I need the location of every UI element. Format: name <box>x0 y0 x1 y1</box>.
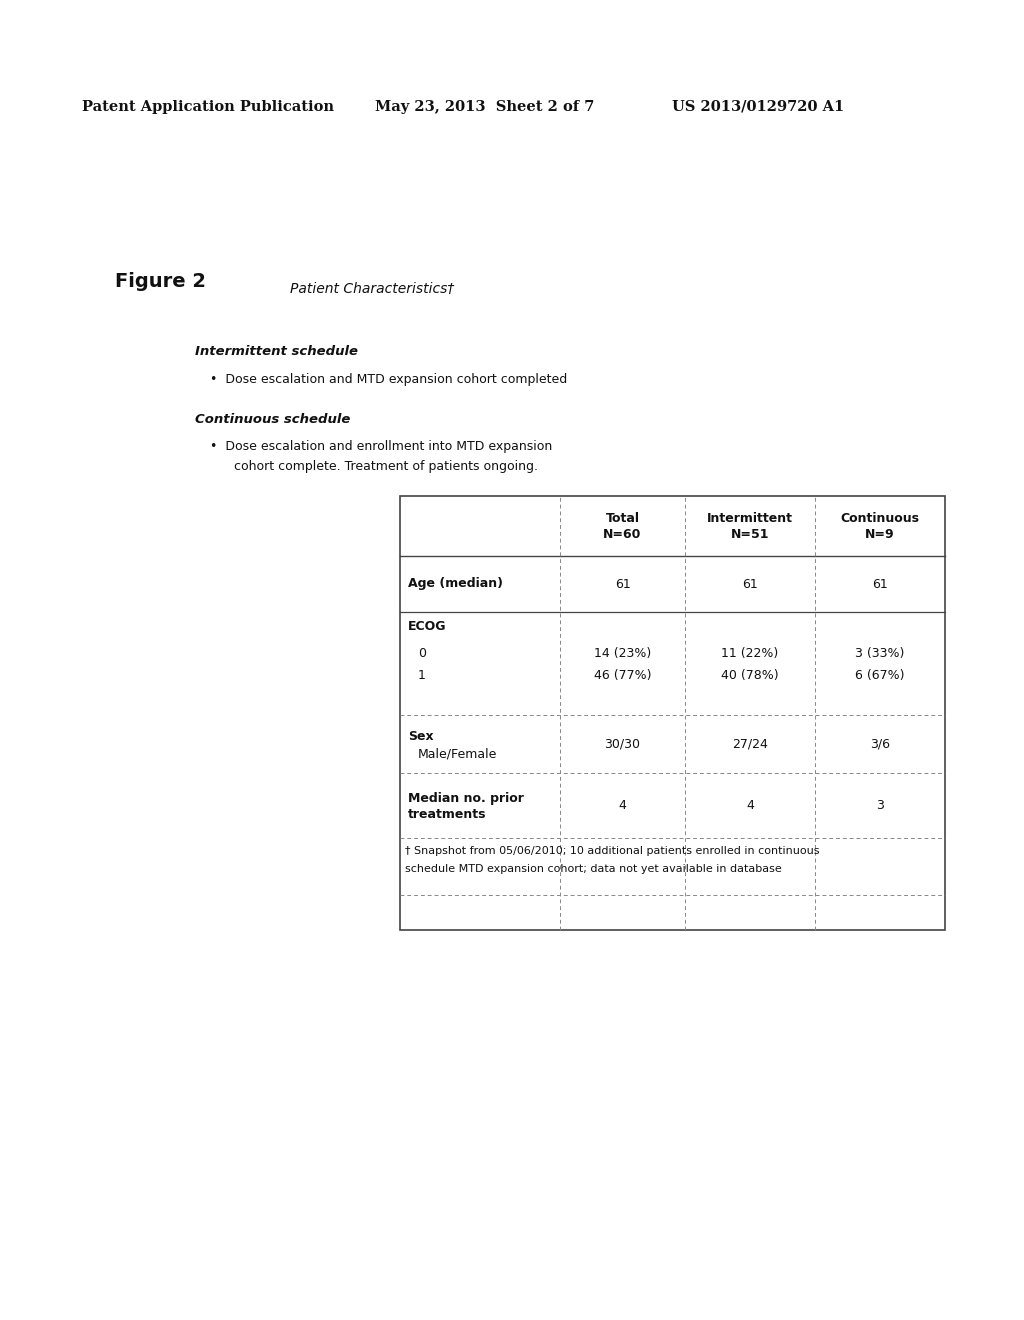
Text: Age (median): Age (median) <box>408 578 503 590</box>
Bar <box>400 496 945 931</box>
Text: Median no. prior: Median no. prior <box>408 792 524 805</box>
Text: •  Dose escalation and enrollment into MTD expansion: • Dose escalation and enrollment into MT… <box>210 440 552 453</box>
Text: •  Dose escalation and MTD expansion cohort completed: • Dose escalation and MTD expansion coho… <box>210 374 567 385</box>
Text: 11 (22%): 11 (22%) <box>721 647 778 660</box>
Text: ECOG: ECOG <box>408 619 446 632</box>
Text: 3/6: 3/6 <box>870 738 890 751</box>
Text: Sex: Sex <box>408 730 433 742</box>
Text: Patient Characteristics†: Patient Characteristics† <box>290 282 455 296</box>
Text: 4: 4 <box>746 799 754 812</box>
Text: N=51: N=51 <box>731 528 769 540</box>
Text: 30/30: 30/30 <box>604 738 640 751</box>
Text: 3 (33%): 3 (33%) <box>855 647 904 660</box>
Text: Figure 2: Figure 2 <box>115 272 206 290</box>
Text: Continuous schedule: Continuous schedule <box>195 413 350 426</box>
Text: cohort complete. Treatment of patients ongoing.: cohort complete. Treatment of patients o… <box>222 459 538 473</box>
Text: May 23, 2013  Sheet 2 of 7: May 23, 2013 Sheet 2 of 7 <box>375 100 594 114</box>
Text: schedule MTD expansion cohort; data not yet available in database: schedule MTD expansion cohort; data not … <box>406 865 781 874</box>
Text: 61: 61 <box>614 578 631 590</box>
Text: 1: 1 <box>418 669 426 682</box>
Text: Intermittent: Intermittent <box>707 511 793 524</box>
Text: Male/Female: Male/Female <box>418 747 498 760</box>
Text: N=9: N=9 <box>865 528 895 540</box>
Text: 4: 4 <box>618 799 627 812</box>
Text: 61: 61 <box>872 578 888 590</box>
Text: † Snapshot from 05/06/2010; 10 additional patients enrolled in continuous: † Snapshot from 05/06/2010; 10 additiona… <box>406 846 819 855</box>
Text: Total: Total <box>605 511 640 524</box>
Text: 61: 61 <box>742 578 758 590</box>
Text: 14 (23%): 14 (23%) <box>594 647 651 660</box>
Text: US 2013/0129720 A1: US 2013/0129720 A1 <box>672 100 844 114</box>
Text: 40 (78%): 40 (78%) <box>721 669 779 682</box>
Text: 6 (67%): 6 (67%) <box>855 669 905 682</box>
Text: 46 (77%): 46 (77%) <box>594 669 651 682</box>
Text: Patent Application Publication: Patent Application Publication <box>82 100 334 114</box>
Text: Intermittent schedule: Intermittent schedule <box>195 345 358 358</box>
Text: N=60: N=60 <box>603 528 642 540</box>
Text: 0: 0 <box>418 647 426 660</box>
Text: Continuous: Continuous <box>841 511 920 524</box>
Text: 3: 3 <box>877 799 884 812</box>
Text: treatments: treatments <box>408 808 486 821</box>
Text: 27/24: 27/24 <box>732 738 768 751</box>
